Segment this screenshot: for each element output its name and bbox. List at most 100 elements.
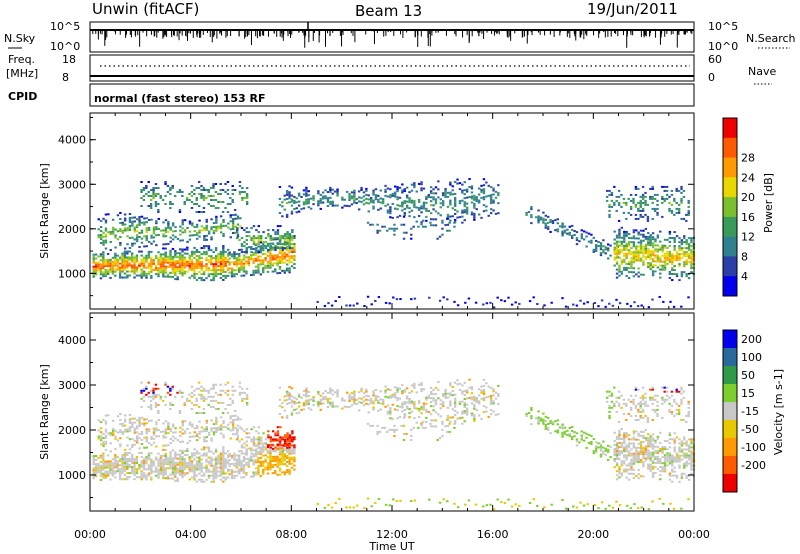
power-cell bbox=[448, 229, 451, 232]
velocity-cell bbox=[286, 450, 289, 453]
power-cell bbox=[130, 252, 134, 255]
power-cell bbox=[281, 205, 284, 208]
power-cell bbox=[470, 213, 474, 216]
velocity-cell bbox=[154, 456, 158, 459]
power-cell bbox=[174, 252, 177, 255]
power-cell bbox=[670, 203, 674, 206]
power-cell bbox=[281, 245, 284, 248]
power-cell bbox=[637, 209, 640, 212]
power-cell bbox=[262, 249, 265, 252]
velocity-cell bbox=[360, 401, 363, 404]
velocity-cell bbox=[632, 476, 636, 479]
power-cell bbox=[234, 231, 237, 234]
velocity-cell bbox=[485, 382, 488, 385]
power-cell bbox=[222, 274, 225, 277]
velocity-cell bbox=[422, 388, 426, 391]
power-cell bbox=[682, 195, 686, 198]
power-cell bbox=[178, 272, 182, 275]
power-cell bbox=[444, 192, 447, 195]
power-cell bbox=[276, 231, 280, 234]
power-cell bbox=[668, 195, 671, 198]
velocity-cell bbox=[142, 474, 146, 477]
power-cell bbox=[633, 301, 636, 304]
power-cell bbox=[367, 210, 370, 213]
power-cell bbox=[140, 189, 143, 191]
power-cell bbox=[678, 249, 681, 252]
velocity-cell bbox=[278, 386, 282, 389]
velocity-cell bbox=[126, 444, 129, 447]
power-cell bbox=[384, 190, 387, 193]
power-cell bbox=[181, 254, 184, 257]
velocity-cell bbox=[217, 466, 220, 469]
velocity-cell bbox=[239, 418, 242, 421]
power-cell bbox=[221, 211, 225, 213]
velocity-cell bbox=[262, 450, 265, 453]
power-cell bbox=[575, 243, 579, 246]
power-cell bbox=[422, 201, 426, 204]
velocity-cell bbox=[238, 456, 241, 459]
power-cell bbox=[666, 258, 669, 261]
velocity-cell bbox=[234, 432, 237, 435]
power-cell bbox=[690, 261, 693, 264]
power-cell bbox=[410, 227, 413, 230]
velocity-cell bbox=[449, 402, 452, 405]
velocity-cell bbox=[121, 466, 124, 469]
velocity-cell bbox=[405, 405, 409, 408]
power-cell bbox=[135, 234, 139, 237]
velocity-cell bbox=[104, 414, 108, 417]
power-cell bbox=[238, 191, 242, 193]
power-cell bbox=[606, 243, 610, 246]
power-cell bbox=[240, 227, 244, 230]
velocity-cell bbox=[449, 420, 452, 423]
velocity-cell bbox=[181, 420, 184, 423]
power-cell bbox=[561, 230, 564, 233]
power-cell bbox=[625, 268, 628, 271]
power-cell bbox=[135, 274, 139, 277]
power-cell bbox=[316, 300, 319, 303]
power-cell bbox=[104, 213, 108, 216]
power-cell bbox=[632, 241, 636, 244]
power-cell bbox=[365, 201, 368, 204]
power-cell bbox=[668, 209, 671, 212]
velocity-cell bbox=[259, 442, 263, 445]
velocity-cell bbox=[623, 448, 626, 451]
power-cell bbox=[642, 233, 645, 236]
power-cell bbox=[615, 250, 619, 253]
power-cell bbox=[104, 221, 108, 224]
power-cell bbox=[114, 260, 117, 263]
power-cell bbox=[405, 200, 409, 203]
velocity-cell bbox=[247, 436, 251, 439]
velocity-cell bbox=[389, 409, 392, 412]
velocity-cell bbox=[138, 451, 141, 454]
power-cell bbox=[497, 202, 500, 205]
power-cell bbox=[279, 243, 282, 246]
power-cell bbox=[269, 264, 272, 267]
velocity-cell bbox=[357, 391, 361, 394]
power-cell bbox=[640, 304, 643, 307]
velocity-cell bbox=[286, 442, 289, 445]
velocity-cell bbox=[135, 431, 139, 434]
power-cell bbox=[537, 219, 540, 222]
velocity-cell bbox=[269, 458, 272, 461]
velocity-cell bbox=[446, 424, 450, 427]
power-cell bbox=[111, 264, 115, 267]
velocity-cell bbox=[575, 444, 579, 447]
power-cell bbox=[269, 260, 272, 263]
velocity-cell bbox=[635, 448, 638, 451]
velocity-cell bbox=[210, 429, 213, 432]
power-cell bbox=[668, 201, 671, 204]
power-cell bbox=[668, 254, 672, 257]
power-cell bbox=[336, 190, 339, 193]
velocity-cell bbox=[293, 460, 296, 463]
power-cell bbox=[683, 263, 686, 266]
velocity-cell bbox=[618, 458, 621, 461]
velocity-cell bbox=[451, 390, 454, 393]
power-cell bbox=[680, 241, 684, 244]
velocity-cell bbox=[422, 406, 426, 409]
power-cell bbox=[444, 188, 447, 191]
velocity-cell bbox=[171, 469, 175, 472]
power-cell bbox=[157, 203, 160, 205]
power-cell bbox=[222, 278, 225, 281]
power-cell bbox=[97, 267, 100, 270]
power-cell bbox=[365, 193, 368, 196]
